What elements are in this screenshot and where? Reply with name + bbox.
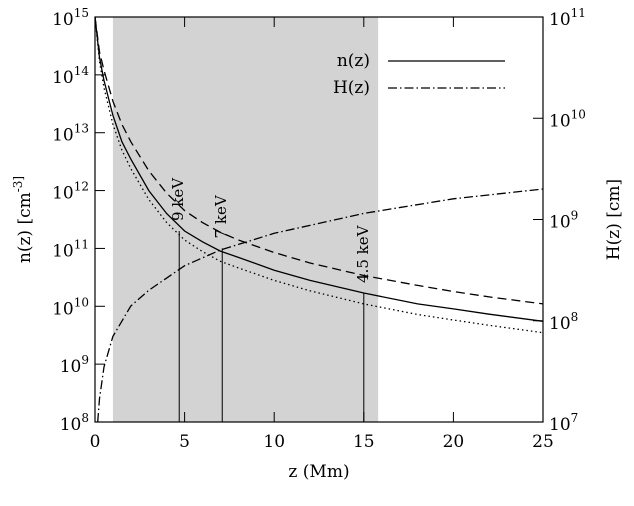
- y2-axis-label: H(z) [cm]: [604, 179, 624, 260]
- y-tick-label: 1010: [52, 295, 89, 319]
- x-tick-label: 0: [90, 432, 101, 452]
- y2-tick-label: 107: [549, 411, 578, 435]
- y-axis-label: n(z) [cm-3]: [11, 176, 35, 263]
- y-tick-label: 1015: [52, 6, 89, 30]
- legend-label: H(z): [333, 78, 370, 98]
- y-tick-label: 1012: [52, 179, 89, 203]
- annotation-label: 9 keV: [169, 177, 187, 221]
- series-line: [95, 17, 543, 305]
- y2-tick-label: 1010: [549, 107, 586, 131]
- y-tick-label: 109: [60, 353, 89, 377]
- y-tick-label: 1013: [52, 121, 89, 145]
- x-tick-label: 15: [353, 432, 375, 452]
- series-line: [95, 17, 543, 334]
- x-tick-label: 20: [443, 432, 465, 452]
- plot-frame: [94, 16, 544, 423]
- y-tick-label: 1014: [52, 63, 89, 87]
- x-axis-label: z (Mm): [288, 462, 349, 482]
- series-line: [97, 188, 543, 422]
- y-tick-label: 108: [60, 411, 89, 435]
- y2-tick-label: 108: [549, 309, 578, 333]
- annotation-label: 4.5 keV: [354, 224, 372, 283]
- y-tick-label: 1011: [52, 237, 89, 261]
- x-tick-label: 25: [532, 432, 554, 452]
- annotation-label: 7 keV: [212, 194, 230, 238]
- y2-tick-label: 109: [549, 208, 578, 232]
- y2-tick-label: 1011: [549, 6, 586, 30]
- x-tick-label: 10: [263, 432, 285, 452]
- series-line: [95, 17, 543, 322]
- x-tick-label: 5: [179, 432, 190, 452]
- legend-label: n(z): [337, 51, 370, 71]
